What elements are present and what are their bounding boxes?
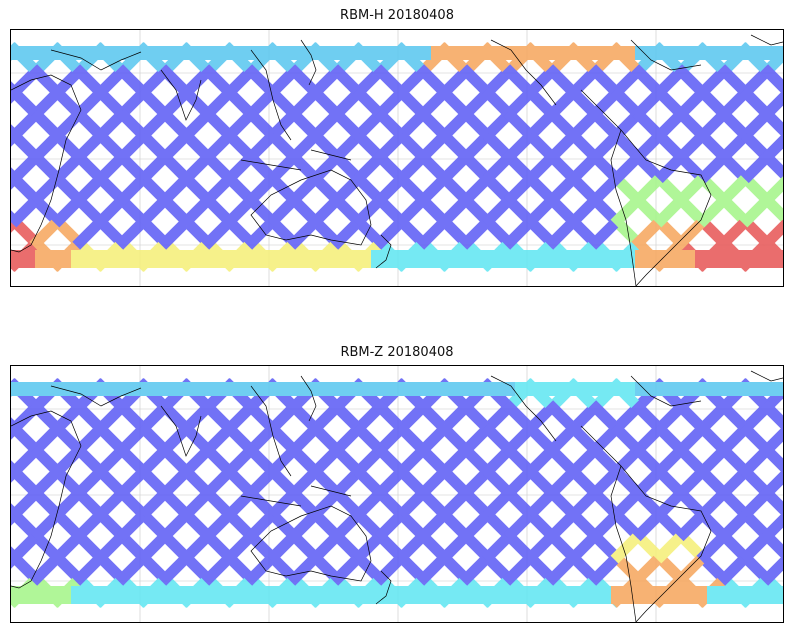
map-top-gridlines bbox=[11, 30, 783, 286]
map-bottom-svg bbox=[11, 366, 783, 622]
map-bottom-swaths bbox=[11, 378, 783, 608]
map-top-svg bbox=[11, 30, 783, 286]
map-top-coastlines bbox=[11, 34, 783, 286]
map-top-swaths bbox=[11, 42, 783, 272]
panel-title-top: RBM-H 20180408 bbox=[340, 8, 454, 23]
map-bottom-gridlines bbox=[11, 366, 783, 622]
map-bottom bbox=[10, 365, 784, 623]
panel-title-bottom: RBM-Z 20180408 bbox=[340, 345, 454, 360]
map-top bbox=[10, 29, 784, 287]
map-bottom-coastlines bbox=[11, 370, 783, 622]
